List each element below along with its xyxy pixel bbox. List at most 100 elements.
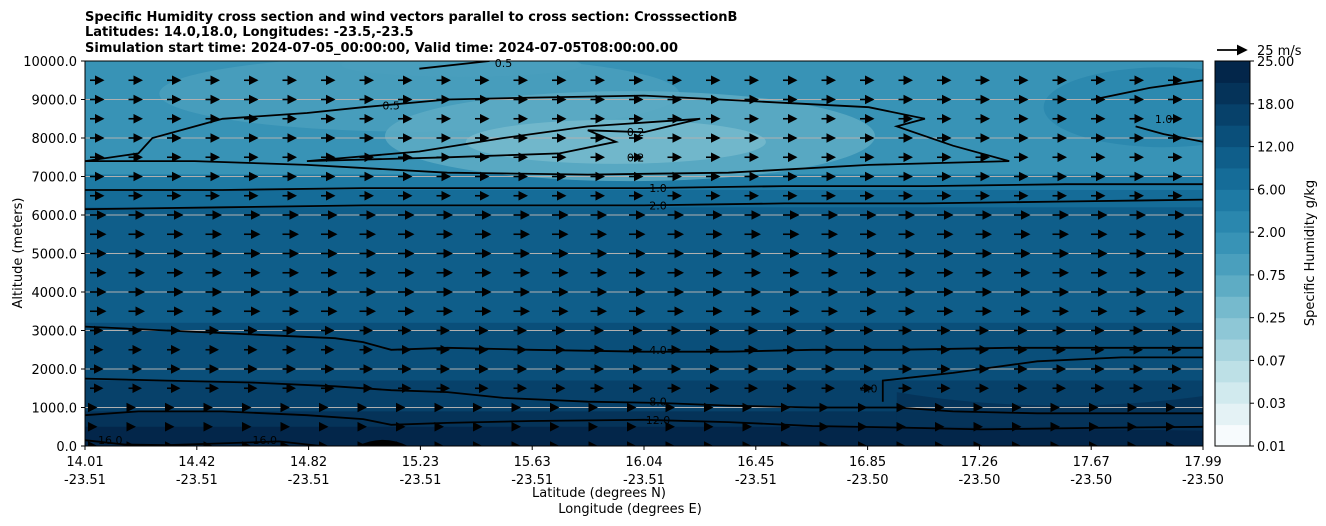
x-tick-lat: 14.42 — [178, 455, 215, 470]
y-tick-label: 8000.0 — [32, 132, 78, 147]
contour-label-12: 0.2 — [627, 151, 645, 164]
contour-label-3: 8.0 — [649, 396, 667, 409]
colorbar-segment — [1215, 125, 1250, 148]
contour-1 — [85, 183, 1203, 191]
x-tick-lon: -23.51 — [623, 473, 665, 488]
contour-0.5 — [85, 94, 1010, 176]
colorbar-segment — [1215, 296, 1250, 319]
x-tick-lon: -23.50 — [958, 473, 1000, 488]
colorbar-tick-label: 0.25 — [1257, 312, 1286, 327]
colorbar-tick-label: 18.00 — [1257, 98, 1294, 113]
chart-title-line-2: Latitudes: 14.0,18.0, Longitudes: -23.5,… — [85, 25, 414, 40]
colorbar — [1215, 61, 1250, 447]
humidity-band-7 — [85, 426, 1203, 446]
colorbar-segment — [1215, 403, 1250, 426]
x-tick-lat: 17.99 — [1184, 455, 1221, 470]
contour-2 — [85, 198, 1203, 211]
dry-pocket-3 — [341, 61, 582, 77]
x-axis-label-latitude: Latitude (degrees N) — [532, 486, 666, 501]
x-tick-lon: -23.51 — [176, 473, 218, 488]
colorbar-frame — [1214, 60, 1251, 447]
y-tick-label: 5000.0 — [32, 248, 78, 263]
contour-label-1: 16.0 — [253, 434, 278, 447]
contour-label-6: 2.0 — [649, 199, 667, 212]
moist-pocket-upper-right — [1043, 67, 1203, 148]
chart-title-line-1: Specific Humidity cross section and wind… — [85, 10, 737, 25]
colorbar-segment — [1215, 424, 1250, 447]
x-tick-lon: -23.51 — [64, 473, 106, 488]
colorbar-segment — [1215, 317, 1250, 340]
colorbar-segment — [1215, 339, 1250, 361]
humidity-filled-contours — [85, 61, 1203, 446]
colorbar-tick-label: 0.07 — [1257, 354, 1286, 369]
contour-12 — [85, 410, 1203, 431]
contour-label-9: 0.5 — [382, 99, 400, 112]
wind-key-label: 25 m/s — [1257, 44, 1302, 59]
terrain-bump — [357, 439, 409, 446]
colorbar-segment — [1215, 210, 1250, 233]
y-tick-label: 2000.0 — [32, 363, 78, 378]
x-axis: 14.01 -23.51 14.42 -23.51 14.82 -23.51 15.23 -2… — [64, 446, 1224, 488]
contour-0.5-top — [419, 61, 490, 70]
x-tick-lat: 16.45 — [737, 455, 774, 470]
x-tick-lon: -23.50 — [847, 473, 889, 488]
colorbar-segment — [1215, 103, 1250, 126]
x-tick-lat: 17.67 — [1073, 455, 1110, 470]
x-tick-lon: -23.50 — [1070, 473, 1112, 488]
x-tick-lat: 15.23 — [402, 455, 439, 470]
colorbar-tick-label: 25.00 — [1257, 55, 1294, 70]
colorbar-segment — [1215, 146, 1250, 169]
x-tick-lat: 14.82 — [290, 455, 327, 470]
colorbar-segment — [1215, 253, 1250, 276]
colorbar-tick-label: 12.00 — [1257, 141, 1294, 156]
y-tick-label: 1000.0 — [32, 402, 78, 417]
contour-4-right — [881, 356, 1203, 402]
contour-label-7: 1.0 — [649, 182, 667, 195]
x-tick-lat: 15.63 — [514, 455, 551, 470]
x-tick-lon: -23.51 — [288, 473, 330, 488]
contour-labels: 16.0 16.0 12.0 8.0 4.0 4.0 2.0 1.0 1.0 0.5 0.5 0.2 0… — [98, 57, 1172, 447]
y-tick-label: 9000.0 — [32, 94, 78, 109]
contour-label-2: 12.0 — [646, 414, 671, 427]
colorbar-segment — [1215, 61, 1250, 83]
colorbar-ticks: 0.01 0.03 0.07 0.25 0.75 2.00 6.00 12.00 18.00 25… — [1250, 55, 1294, 455]
contour-label-10: 0.5 — [495, 57, 513, 70]
x-axis-label-longitude: Longitude (degrees E) — [558, 502, 702, 517]
x-tick-lon: -23.51 — [399, 473, 441, 488]
colorbar-segment — [1215, 360, 1250, 383]
colorbar-segment — [1215, 82, 1250, 105]
contour-label-5: 4.0 — [860, 382, 878, 395]
colorbar-label: Specific Humidity g/kg — [1303, 180, 1318, 326]
contour-label-11: 0.2 — [627, 126, 645, 139]
x-tick-lon: -23.51 — [511, 473, 553, 488]
contour-label-0: 16.0 — [98, 434, 123, 447]
contour-4 — [85, 325, 1203, 353]
contour-1-right-2 — [1135, 125, 1203, 143]
x-tick-lon: -23.50 — [1182, 473, 1224, 488]
colorbar-segment — [1215, 189, 1250, 212]
y-axis-label: Altitude (meters) — [11, 198, 26, 309]
colorbar-tick-label: 2.00 — [1257, 226, 1286, 241]
x-tick-lon: -23.51 — [735, 473, 777, 488]
colorbar-tick-label: 6.00 — [1257, 183, 1286, 198]
contour-8 — [85, 377, 1203, 415]
colorbar-tick-label: 0.75 — [1257, 269, 1286, 284]
x-tick-lat: 16.04 — [625, 455, 662, 470]
y-tick-label: 7000.0 — [32, 171, 78, 186]
colorbar-tick-label: 0.01 — [1257, 440, 1286, 455]
colorbar-segment — [1215, 232, 1250, 254]
x-tick-lat: 14.01 — [66, 455, 103, 470]
wind-vectors — [88, 75, 1185, 446]
y-tick-label: 4000.0 — [32, 286, 78, 301]
colorbar-segment — [1215, 274, 1250, 297]
contour-16 — [85, 439, 322, 446]
chart-title-line-3: Simulation start time: 2024-07-05_00:00:… — [85, 41, 678, 56]
y-axis: 0.0 1000.0 2000.0 3000.0 4000.0 5000.0 6000.0 7… — [23, 55, 85, 455]
x-tick-lat: 16.85 — [849, 455, 886, 470]
colorbar-segment — [1215, 381, 1250, 404]
contour-label-4: 4.0 — [649, 344, 667, 357]
y-tick-label: 6000.0 — [32, 209, 78, 224]
contour-1-right — [1093, 79, 1203, 101]
lower-right-tongue — [896, 392, 1203, 431]
